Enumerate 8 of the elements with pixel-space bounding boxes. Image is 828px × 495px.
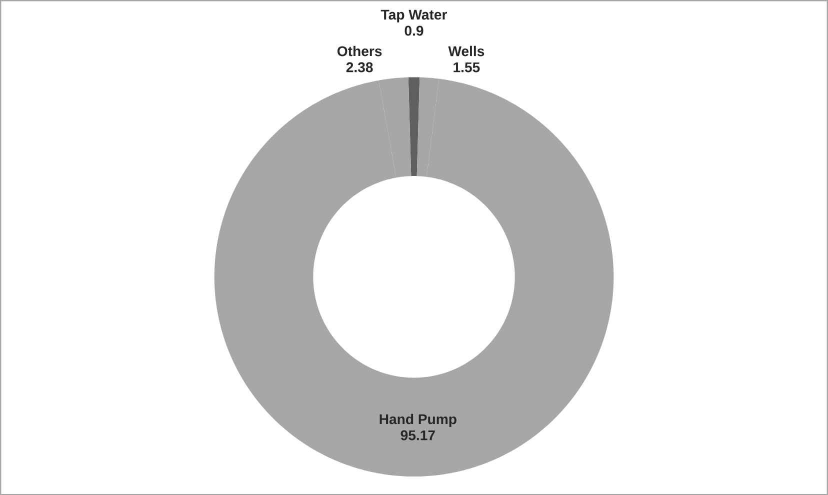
- data-label: 95.17: [400, 430, 435, 440]
- slice-label: Hand Pump: [380, 414, 456, 427]
- data-label: 2.38: [346, 62, 373, 72]
- data-label: 0.9: [404, 26, 424, 36]
- slice-label: Tap Water: [380, 10, 448, 22]
- slice-label: Wells: [448, 46, 484, 56]
- data-label: 1.55: [454, 62, 480, 72]
- slice-label: Others: [337, 46, 382, 56]
